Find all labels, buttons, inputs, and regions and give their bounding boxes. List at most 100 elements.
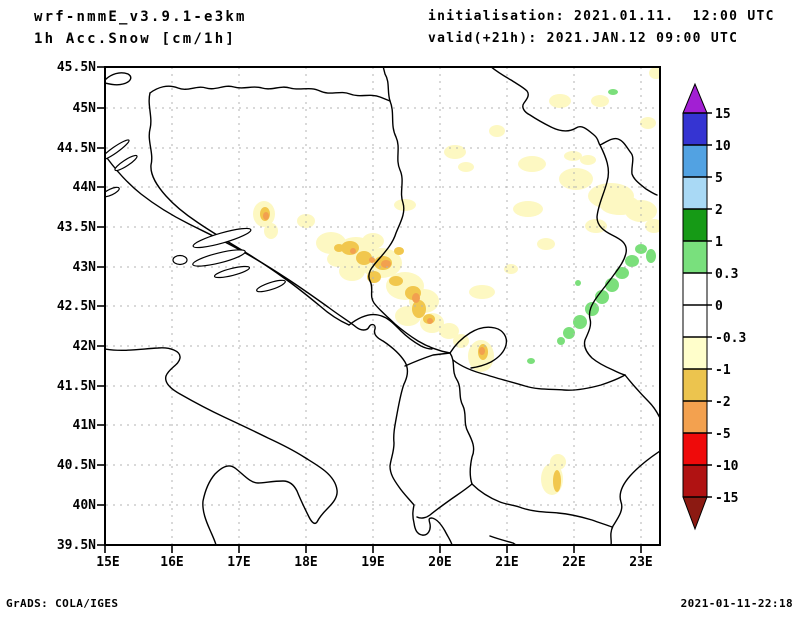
- colorbar-segment: [682, 112, 708, 146]
- snow-blob: [608, 89, 618, 95]
- colorbar: 15 10 5 2 1 0.3 0 -0.3 -1 -2 -5 -10 -15: [682, 82, 746, 531]
- lat-tick-label: 43.5N: [57, 220, 96, 235]
- snow-blob: [649, 67, 659, 79]
- border-north-sava: [149, 85, 391, 102]
- snow-blob: [563, 327, 575, 339]
- colorbar-label: 0.3: [715, 267, 738, 282]
- snow-blob: [615, 267, 629, 279]
- lon-tick-labels: 15E 16E 17E 18E 19E 20E 21E 22E 23E: [96, 555, 652, 570]
- snow-blob: [518, 156, 546, 172]
- coastline-kvarner: [106, 72, 132, 86]
- colorbar-ticks: [683, 112, 712, 498]
- snow-blob: [573, 315, 587, 329]
- lon-tick-label: 23E: [629, 555, 652, 570]
- lat-tick-label: 41.5N: [57, 379, 96, 394]
- border-montenegro-albania: [404, 352, 451, 367]
- colorbar-segment: [682, 176, 708, 210]
- snow-blob: [600, 195, 640, 215]
- border-albania-east: [449, 352, 475, 485]
- colorbar-segment: [682, 304, 708, 338]
- colorbar-label: 1: [715, 235, 723, 250]
- snow-blob: [469, 285, 495, 299]
- snow-blob: [605, 278, 619, 292]
- border-albania-greece: [416, 483, 473, 519]
- lon-tick-label: 20E: [428, 555, 451, 570]
- snow-blob: [263, 212, 269, 220]
- island: [106, 186, 120, 198]
- snow-blob: [367, 271, 381, 283]
- snow-patches-cream: [253, 67, 659, 495]
- colorbar-segment: [682, 240, 708, 274]
- border-macedonia-north: [452, 359, 626, 391]
- colorbar-segment: [682, 400, 708, 434]
- creation-timestamp: 2021-01-11-22:18: [680, 597, 793, 610]
- snow-blob: [640, 117, 656, 129]
- snow-blob: [327, 251, 349, 267]
- border-macedonia-greece: [471, 483, 613, 528]
- lon-tick-label: 22E: [562, 555, 585, 570]
- snow-blob: [264, 223, 278, 239]
- snow-blob: [585, 302, 599, 316]
- lat-tick-label: 42.5N: [57, 299, 96, 314]
- snow-blob: [537, 238, 555, 250]
- lat-tick-label: 45N: [73, 101, 97, 116]
- lat-tick-labels: 45.5N 45N 44.5N 44N 43.5N 43N 42.5N 42N …: [57, 60, 96, 553]
- lat-tick-label: 41N: [73, 418, 97, 433]
- colorbar-label: -0.3: [715, 331, 746, 346]
- snow-blob: [549, 94, 571, 108]
- snow-blob: [362, 233, 384, 249]
- snow-blob: [559, 168, 593, 190]
- lon-tick-label: 15E: [96, 555, 119, 570]
- snow-blob: [575, 280, 581, 286]
- island: [192, 227, 252, 249]
- lat-tick-label: 44N: [73, 180, 97, 195]
- snow-blob: [553, 470, 561, 492]
- border-bulgaria-greece: [624, 374, 659, 418]
- snow-blob: [527, 358, 535, 364]
- snow-blob: [369, 257, 375, 263]
- border-drina-serbia: [368, 100, 451, 354]
- colorbar-segment: [682, 144, 708, 178]
- snow-blob: [412, 300, 426, 318]
- grads-credit: GrADS: COLA/IGES: [6, 597, 119, 610]
- colorbar-label: -2: [715, 395, 731, 410]
- colorbar-label: 5: [715, 171, 723, 186]
- snow-blob: [389, 276, 403, 286]
- snow-blob: [591, 95, 609, 107]
- lon-tick-label: 17E: [227, 555, 250, 570]
- snow-blob: [458, 162, 474, 172]
- colorbar-label: -10: [715, 459, 739, 474]
- snow-blob: [427, 318, 433, 324]
- snow-blob: [513, 201, 543, 217]
- snow-blob: [580, 155, 596, 165]
- snow-blob: [504, 264, 518, 274]
- snow-blob: [350, 248, 356, 254]
- border-croatia-serbia: [382, 67, 391, 102]
- snow-blob: [585, 219, 607, 233]
- snow-blob: [625, 255, 639, 267]
- snow-blob: [394, 199, 416, 211]
- colorbar-segment: [682, 464, 708, 498]
- island: [192, 249, 246, 267]
- border-bosnia-west: [148, 92, 350, 326]
- coastlines-borders: [106, 67, 659, 544]
- border-serbia-bulgaria: [583, 144, 627, 376]
- colorbar-segment: [682, 368, 708, 402]
- variable-title: 1h Acc.Snow [cm/1h]: [34, 31, 236, 47]
- snow-blob: [645, 219, 659, 233]
- colorbar-label: 2: [715, 203, 723, 218]
- snow-blob: [550, 454, 566, 470]
- model-title: wrf-nmmE_v3.9.1-e3km: [34, 9, 247, 25]
- island: [172, 254, 188, 266]
- coastline-greece-east: [610, 450, 659, 544]
- lat-tick-label: 40N: [73, 498, 97, 513]
- lat-tick-label: 45.5N: [57, 60, 96, 75]
- colorbar-label: 10: [715, 139, 731, 154]
- lat-ticks: [97, 66, 105, 546]
- colorbar-label: -1: [715, 363, 731, 378]
- coastline-italy: [106, 347, 338, 544]
- lon-tick-label: 16E: [160, 555, 183, 570]
- snow-blob: [334, 244, 344, 252]
